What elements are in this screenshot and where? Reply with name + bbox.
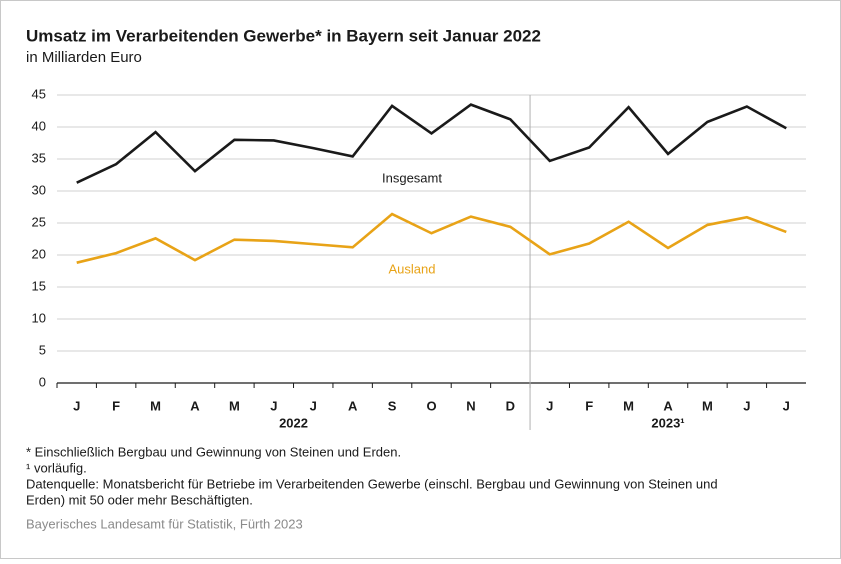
series-label: Insgesamt (382, 170, 442, 185)
x-tick-label: J (73, 398, 80, 413)
y-tick-label: 30 (32, 182, 46, 197)
year-label: 2023¹ (651, 415, 684, 430)
x-tick-label: M (702, 398, 713, 413)
x-tick-label: J (310, 398, 317, 413)
y-tick-label: 20 (32, 246, 46, 261)
y-tick-label: 5 (39, 342, 46, 357)
footnote: * Einschließlich Bergbau und Gewinnung v… (26, 444, 401, 459)
x-tick-label: J (783, 398, 790, 413)
x-tick-label: A (190, 398, 200, 413)
x-tick-label: M (229, 398, 240, 413)
y-tick-label: 15 (32, 278, 46, 293)
chart-title: Umsatz im Verarbeitenden Gewerbe* in Bay… (26, 26, 541, 45)
x-tick-label: A (348, 398, 358, 413)
x-tick-label: J (546, 398, 553, 413)
x-tick-label: F (585, 398, 593, 413)
x-tick-label: A (663, 398, 673, 413)
y-tick-label: 10 (32, 310, 46, 325)
x-tick-label: M (150, 398, 161, 413)
y-tick-label: 45 (32, 86, 46, 101)
series-line (76, 103, 787, 184)
y-tick-label: 35 (32, 150, 46, 165)
y-tick-label: 40 (32, 118, 46, 133)
footnote: Datenquelle: Monatsbericht für Betriebe … (26, 476, 718, 491)
chart-subtitle: in Milliarden Euro (26, 49, 142, 66)
series-line (76, 212, 787, 264)
x-tick-label: D (506, 398, 515, 413)
year-label: 2022 (279, 415, 308, 430)
y-tick-label: 0 (39, 374, 46, 389)
y-tick-label: 25 (32, 214, 46, 229)
footnote: ¹ vorläufig. (26, 460, 87, 475)
source: Bayerisches Landesamt für Statistik, Für… (26, 516, 303, 531)
x-tick-label: O (426, 398, 436, 413)
x-tick-label: S (388, 398, 397, 413)
series-label: Ausland (389, 261, 436, 276)
x-tick-label: J (270, 398, 277, 413)
x-tick-label: F (112, 398, 120, 413)
x-tick-label: M (623, 398, 634, 413)
x-tick-label: J (743, 398, 750, 413)
footnote: Erden) mit 50 oder mehr Beschäftigten. (26, 492, 253, 507)
x-tick-label: N (466, 398, 475, 413)
